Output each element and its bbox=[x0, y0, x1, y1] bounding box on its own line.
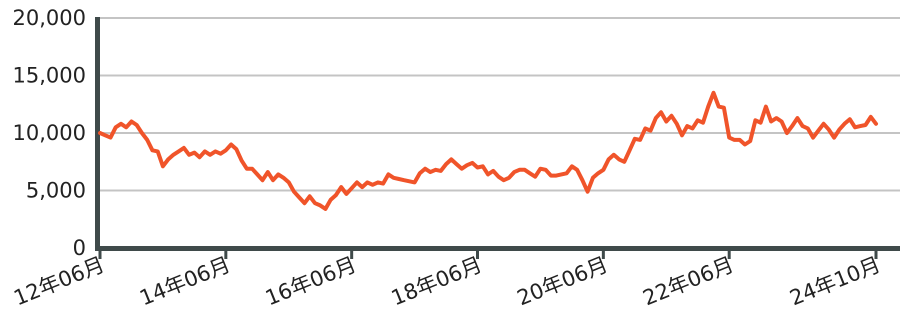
x-tick-label: 24年10月 bbox=[786, 252, 883, 310]
y-tick-label: 20,000 bbox=[13, 6, 86, 30]
x-tick-label: 18年06月 bbox=[388, 252, 485, 310]
gridlines bbox=[100, 17, 900, 192]
series-line bbox=[98, 90, 878, 211]
series-group bbox=[98, 90, 878, 211]
y-axis-ticks: 0 5,000 10,000 15,000 20,000 bbox=[13, 6, 86, 260]
y-tick-label: 10,000 bbox=[13, 121, 86, 145]
y-tick-label: 15,000 bbox=[13, 64, 86, 88]
y-tick-label: 0 bbox=[73, 236, 86, 260]
x-axis-ticks: 12年06月 14年06月 16年06月 18年06月 20年06月 22年06月 24年1… bbox=[10, 248, 884, 310]
y-tick-label: 5,000 bbox=[26, 179, 86, 203]
x-tick-label: 16年06月 bbox=[262, 252, 359, 310]
x-tick-label: 22年06月 bbox=[640, 252, 737, 310]
x-tick-label: 14年06月 bbox=[136, 252, 233, 310]
x-tick-label: 20年06月 bbox=[514, 252, 611, 310]
x-tick-label: 12年06月 bbox=[10, 252, 107, 310]
